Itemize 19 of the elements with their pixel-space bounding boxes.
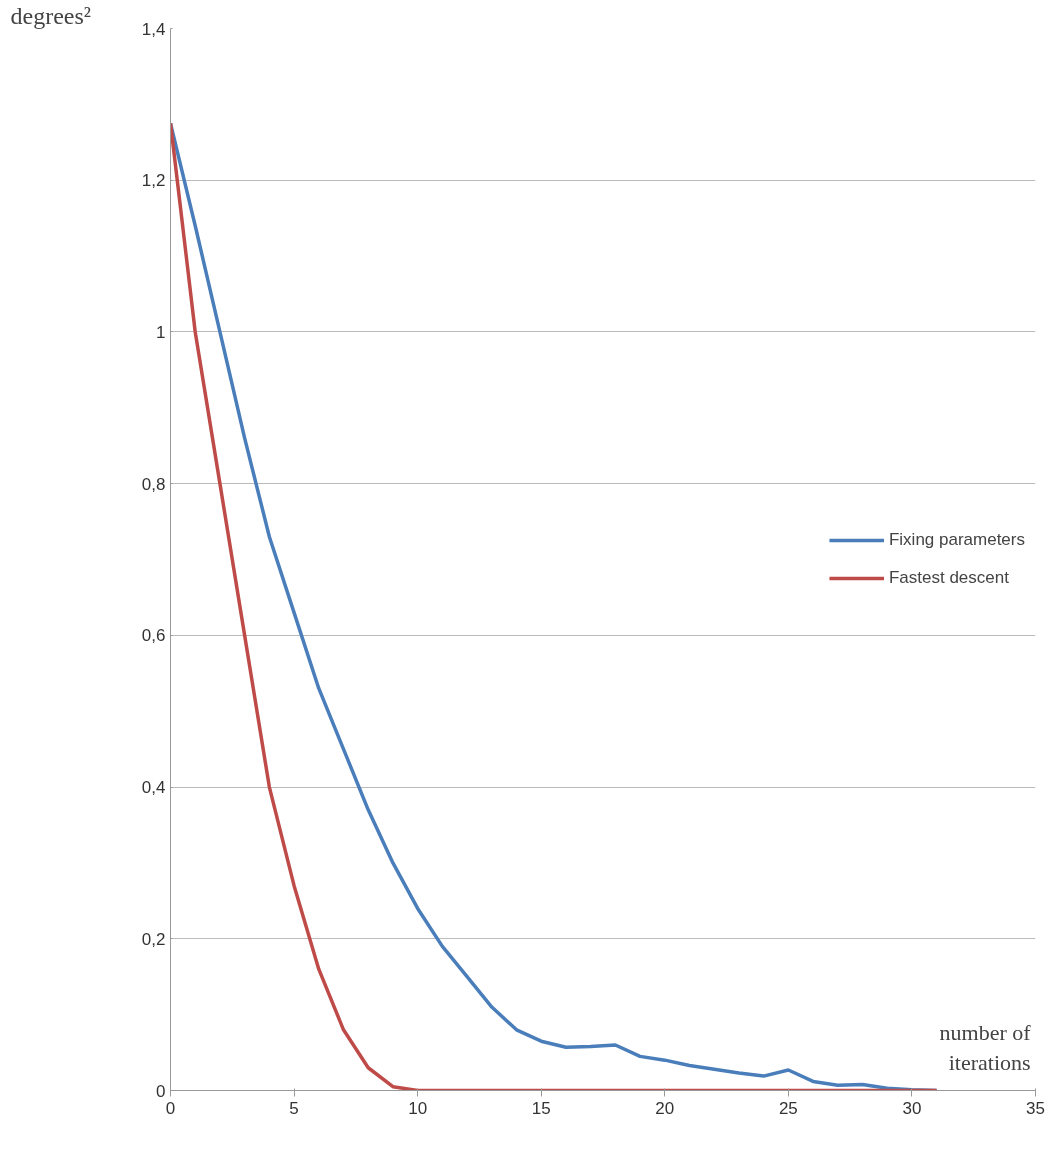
x-tick-label: 5 — [289, 1098, 299, 1118]
y-tick-label: 0,8 — [141, 474, 166, 494]
x-tick-label: 30 — [902, 1098, 922, 1118]
y-tick-label: 0,6 — [141, 626, 166, 646]
x-axis-title: number of iterations — [939, 1020, 1032, 1076]
x-tick-label: 25 — [778, 1098, 798, 1118]
legend-label: Fixing parameters — [888, 530, 1025, 550]
x-tick-label: 10 — [408, 1098, 428, 1118]
x-tick-label: 20 — [655, 1098, 675, 1118]
y-tick-label: 0,4 — [141, 778, 166, 798]
y-tick-label: 0,2 — [141, 929, 166, 949]
x-tick-label: 35 — [1026, 1098, 1045, 1118]
legend-label: Fastest descent — [888, 568, 1009, 588]
y-tick-label: 0 — [156, 1081, 166, 1101]
y-axis-title: degrees² — [10, 2, 91, 29]
y-tick-label: 1 — [156, 322, 166, 342]
x-tick-label: 15 — [531, 1098, 551, 1118]
y-tick-label: 1,4 — [141, 19, 166, 39]
y-tick-label: 1,2 — [141, 171, 166, 191]
